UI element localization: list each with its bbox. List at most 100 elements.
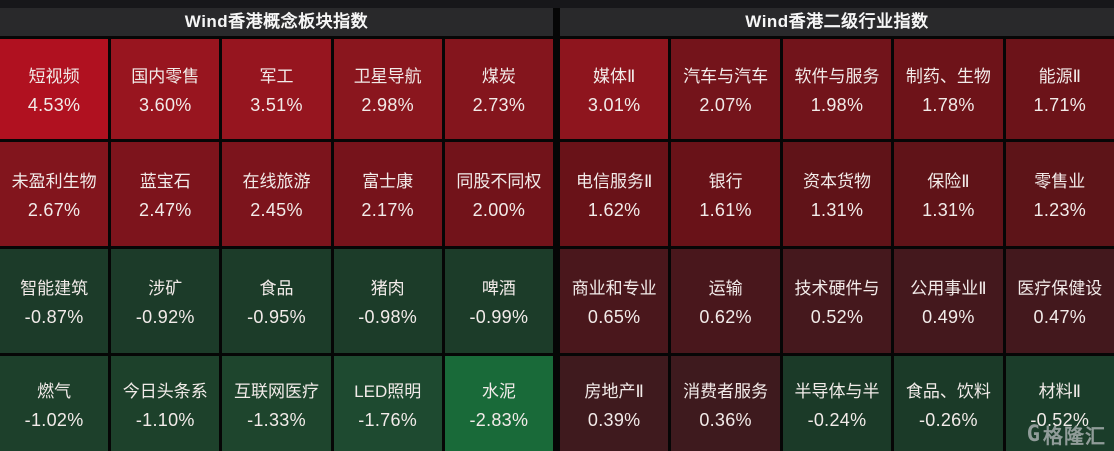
cell-label: 医疗保健设: [1017, 279, 1103, 298]
heatmap-cell: 医疗保健设 0.47%: [1005, 249, 1114, 353]
cell-label: 材料Ⅱ: [1038, 381, 1081, 401]
cell-value: 2.73%: [472, 95, 526, 115]
cell-value: -0.87%: [24, 307, 84, 327]
heatmap-cell: 在线旅游 2.45%: [222, 142, 331, 246]
industry-panel: Wind香港二级行业指数 媒体Ⅱ 3.01% 汽车与汽车 2.07% 软件与服务 1.98…: [560, 8, 1114, 451]
cell-value: -1.10%: [135, 409, 195, 430]
heatmap-cell: 技术硬件与 0.52%: [782, 249, 892, 353]
panel-divider: [553, 8, 560, 451]
cell-value: 0.62%: [699, 307, 752, 327]
cell-label: 半导体与半: [794, 381, 880, 401]
cell-label: 软件与服务: [794, 67, 880, 86]
cell-label: 汽车与汽车: [683, 67, 769, 86]
industry-grid: 媒体Ⅱ 3.01% 汽车与汽车 2.07% 软件与服务 1.98% 制药、生物 1.78% 能源…: [560, 36, 1114, 451]
cell-value: 0.52%: [810, 307, 864, 327]
heatmap-cell: 水泥 -2.83%: [444, 356, 553, 451]
heatmap-cell: 燃气 -1.02%: [0, 356, 109, 451]
cell-label: 公用事业Ⅱ: [910, 279, 987, 298]
cell-value: 0.49%: [922, 307, 975, 327]
heatmap-cell: 银行 1.61%: [671, 142, 780, 246]
cell-value: -1.02%: [24, 409, 84, 430]
industry-panel-title: Wind香港二级行业指数: [560, 8, 1114, 36]
cell-value: 1.31%: [810, 200, 864, 220]
cell-label: 富士康: [362, 172, 414, 191]
cell-value: 1.61%: [699, 200, 752, 220]
cell-label: 蓝宝石: [139, 172, 191, 191]
cell-label: 食品、饮料: [905, 381, 991, 401]
cell-label: 燃气: [37, 381, 72, 401]
cell-label: 食品: [259, 279, 294, 298]
heatmap-cell: 今日头条系 -1.10%: [111, 356, 220, 451]
cell-label: 猪肉: [370, 279, 405, 298]
concept-panel-title: Wind香港概念板块指数: [0, 8, 553, 36]
cell-value: -0.52%: [1030, 409, 1090, 430]
heatmap-cell: 汽车与汽车 2.07%: [671, 39, 780, 139]
heatmap-cell: 未盈利生物 2.67%: [0, 142, 109, 246]
heatmap-cell: 智能建筑 -0.87%: [0, 249, 109, 353]
cell-value: 2.00%: [472, 200, 526, 220]
cell-value: -0.99%: [469, 307, 529, 327]
cell-value: 2.98%: [361, 95, 414, 115]
gelonghui-watermark: G 格隆汇: [1027, 420, 1106, 449]
heatmap-cell: 房地产Ⅱ 0.39%: [560, 356, 669, 451]
cell-label: 消费者服务: [683, 381, 769, 401]
heatmap-cell: 富士康 2.17%: [333, 142, 442, 246]
cell-label: 房地产Ⅱ: [584, 381, 644, 401]
cell-value: 1.71%: [1033, 95, 1087, 115]
heatmap-cell: 材料Ⅱ -0.52%: [1005, 356, 1114, 451]
cell-label: 制药、生物: [905, 67, 991, 86]
cell-label: 媒体Ⅱ: [593, 67, 636, 86]
cell-label: 卫星导航: [353, 67, 422, 86]
cell-value: 1.31%: [922, 200, 975, 220]
cell-label: 保险Ⅱ: [927, 172, 970, 191]
cell-label: 短视频: [28, 67, 80, 86]
cell-label: 技术硬件与: [794, 279, 880, 298]
cell-label: 未盈利生物: [11, 172, 97, 191]
heatmap-cell: 运输 0.62%: [671, 249, 780, 353]
heatmap-cell: 半导体与半 -0.24%: [782, 356, 892, 451]
cell-label: 啤酒: [481, 279, 516, 298]
cell-value: 1.23%: [1033, 200, 1087, 220]
cell-value: -1.76%: [358, 409, 418, 430]
cell-value: -2.83%: [469, 409, 529, 430]
cell-value: -0.98%: [358, 307, 418, 327]
cell-value: 2.07%: [699, 95, 752, 115]
concept-grid: 短视频 4.53% 国内零售 3.60% 军工 3.51% 卫星导航 2.98% 煤炭 2.73%…: [0, 36, 553, 451]
concept-panel: Wind香港概念板块指数 短视频 4.53% 国内零售 3.60% 军工 3.51% 卫星导…: [0, 8, 553, 451]
heatmap-cell: 制药、生物 1.78%: [894, 39, 1003, 139]
heatmap-cell: 电信服务Ⅱ 1.62%: [560, 142, 669, 246]
heatmap-cell: 软件与服务 1.98%: [782, 39, 892, 139]
cell-label: 银行: [708, 172, 743, 191]
cell-value: 1.62%: [587, 200, 641, 220]
cell-value: -0.92%: [135, 307, 195, 327]
heatmap-cell: 蓝宝石 2.47%: [111, 142, 220, 246]
cell-value: 1.98%: [810, 95, 864, 115]
heatmap-cell: 食品 -0.95%: [222, 249, 331, 353]
cell-value: 2.45%: [250, 200, 303, 220]
heatmap-cell: 食品、饮料 -0.26%: [894, 356, 1003, 451]
heatmap-cell: 能源Ⅱ 1.71%: [1005, 39, 1114, 139]
cell-value: 2.47%: [139, 200, 192, 220]
heatmap-cell: 涉矿 -0.92%: [111, 249, 220, 353]
cell-value: 1.78%: [922, 95, 975, 115]
cell-label: 资本货物: [802, 172, 871, 191]
heatmap-cell: 煤炭 2.73%: [444, 39, 553, 139]
cell-value: 3.60%: [139, 95, 192, 115]
gelonghui-brand-text: 格隆汇: [1043, 426, 1106, 448]
cell-label: 智能建筑: [20, 279, 89, 298]
cell-label: 商业和专业: [571, 279, 657, 298]
heatmap-cell: 国内零售 3.60%: [111, 39, 220, 139]
cell-value: -0.26%: [918, 409, 978, 430]
cell-value: 4.53%: [27, 95, 81, 115]
cell-label: 互联网医疗: [233, 381, 319, 401]
panels-row: Wind香港概念板块指数 短视频 4.53% 国内零售 3.60% 军工 3.51% 卫星导…: [0, 8, 1114, 451]
heatmap-cell: 同股不同权 2.00%: [444, 142, 553, 246]
cell-value: 0.47%: [1033, 307, 1087, 327]
heatmap-cell: 零售业 1.23%: [1005, 142, 1114, 246]
gelonghui-logo-icon: G: [1026, 422, 1040, 447]
cell-label: 运输: [708, 279, 743, 298]
heatmap-cell: 保险Ⅱ 1.31%: [894, 142, 1003, 246]
heatmap-cell: 资本货物 1.31%: [782, 142, 892, 246]
cell-label: 军工: [259, 67, 294, 86]
